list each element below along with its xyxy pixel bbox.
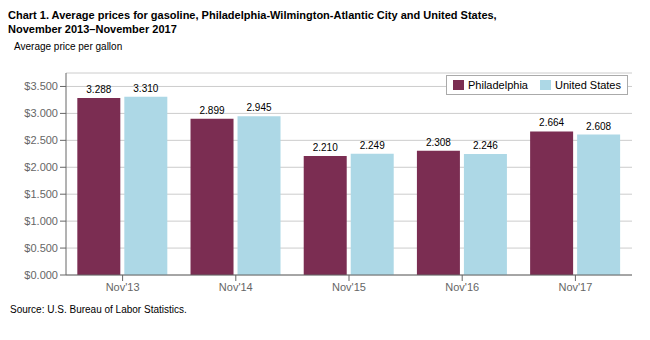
svg-text:3.288: 3.288	[86, 84, 111, 95]
svg-text:2.608: 2.608	[586, 121, 611, 132]
svg-text:$3.500: $3.500	[24, 80, 58, 92]
svg-text:2.308: 2.308	[426, 137, 451, 148]
svg-text:$0.500: $0.500	[24, 242, 58, 254]
html-text:Philadelphia: Philadelphia	[468, 79, 528, 91]
svg-text:Nov'17: Nov'17	[558, 281, 592, 293]
svg-text:Nov'14: Nov'14	[219, 281, 253, 293]
svg-text:$1.500: $1.500	[24, 188, 58, 200]
svg-text:$2.000: $2.000	[24, 161, 58, 173]
svg-text:$3.000: $3.000	[24, 107, 58, 119]
svg-text:$0.000: $0.000	[24, 269, 58, 281]
svg-text:$1.000: $1.000	[24, 215, 58, 227]
svg-text:Nov'16: Nov'16	[445, 281, 479, 293]
svg-text:2.945: 2.945	[247, 102, 272, 113]
svg-text:Nov'13: Nov'13	[106, 281, 140, 293]
html-text:Chart 1. Average prices for ga: Chart 1. Average prices for gasoline, Ph…	[8, 9, 497, 21]
svg-text:2.664: 2.664	[539, 117, 564, 128]
html-text:United States: United States	[555, 79, 621, 91]
html-text:November 2013–November 2017: November 2013–November 2017	[8, 23, 177, 35]
svg-text:2.899: 2.899	[200, 105, 225, 116]
svg-text:3.310: 3.310	[133, 83, 158, 94]
html-text:Source: U.S. Bureau of Labor S: Source: U.S. Bureau of Labor Statistics.	[10, 304, 187, 315]
svg-text:Nov'15: Nov'15	[332, 281, 366, 293]
svg-text:2.249: 2.249	[360, 140, 385, 151]
svg-text:2.246: 2.246	[473, 140, 498, 151]
svg-text:2.210: 2.210	[313, 142, 338, 153]
html-text:Average price per gallon: Average price per gallon	[14, 41, 123, 52]
svg-text:$2.500: $2.500	[24, 134, 58, 146]
